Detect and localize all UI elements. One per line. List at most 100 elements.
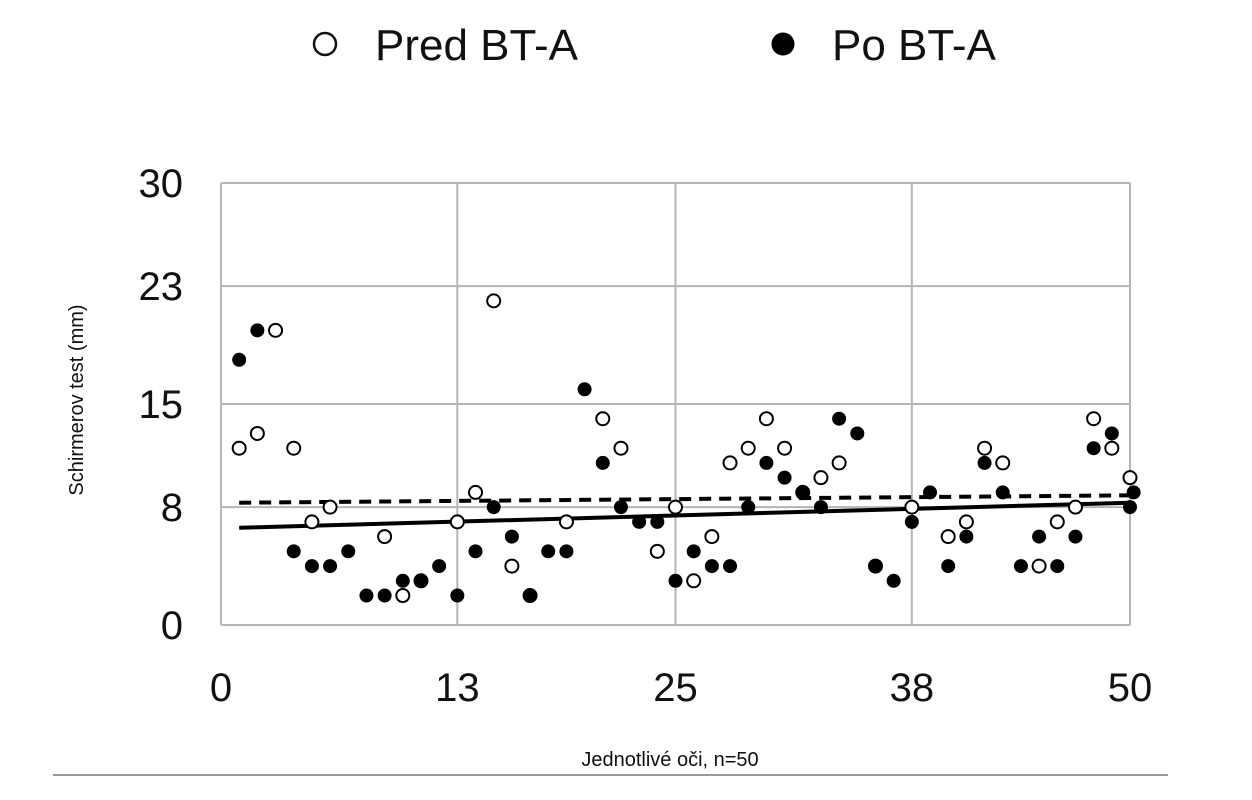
point-po: [486, 500, 501, 515]
x-axis-ticks: 0 13 25 38 50: [210, 666, 1152, 710]
grid: [220, 182, 1131, 626]
point-pred: [813, 470, 829, 486]
point-po: [359, 588, 374, 603]
point-po: [395, 573, 410, 588]
x-tick-label: 38: [890, 666, 935, 710]
data-points: [231, 293, 1141, 604]
point-po: [923, 485, 938, 500]
y-tick-label: 23: [139, 265, 184, 309]
trendline-po: [239, 500, 1131, 530]
point-pred: [595, 411, 611, 427]
point-po: [1086, 441, 1101, 456]
point-po: [1032, 529, 1047, 544]
x-axis-label: Jednotlivé oči, n=50: [581, 749, 758, 771]
point-pred: [395, 588, 411, 604]
point-po: [813, 500, 828, 515]
point-po: [523, 588, 538, 603]
point-po: [741, 500, 756, 515]
point-pred: [304, 514, 320, 530]
point-pred: [1086, 411, 1102, 427]
point-po: [468, 544, 483, 559]
point-po: [1068, 529, 1083, 544]
point-po: [559, 544, 574, 559]
point-pred: [1031, 558, 1047, 574]
point-po: [450, 588, 465, 603]
point-pred: [249, 425, 265, 441]
point-pred: [977, 440, 993, 456]
legend-label-pred: Pred BT-A: [375, 21, 579, 70]
trendline-pred: [239, 493, 1131, 505]
point-pred: [704, 529, 720, 545]
point-po: [959, 529, 974, 544]
point-po: [377, 588, 392, 603]
point-po: [1013, 559, 1028, 574]
point-pred: [322, 499, 338, 515]
trendlines: [239, 493, 1131, 530]
point-po: [868, 559, 883, 574]
point-pred: [940, 529, 956, 545]
point-pred: [758, 411, 774, 427]
point-po: [323, 559, 338, 574]
point-pred: [1067, 499, 1083, 515]
legend: Pred BT-A Po BT-A: [312, 21, 996, 70]
point-pred: [686, 573, 702, 589]
x-tick-label: 0: [210, 666, 232, 710]
point-pred: [613, 440, 629, 456]
point-po: [886, 573, 901, 588]
point-po: [686, 544, 701, 559]
legend-marker-filled: [771, 32, 795, 56]
x-tick-label: 13: [435, 666, 480, 710]
point-pred: [904, 499, 920, 515]
point-po: [1126, 485, 1141, 500]
point-po: [250, 323, 265, 338]
point-pred: [377, 529, 393, 545]
point-pred: [268, 322, 284, 338]
point-pred: [995, 455, 1011, 471]
point-pred: [468, 484, 484, 500]
x-tick-label: 50: [1108, 666, 1153, 710]
point-pred: [740, 440, 756, 456]
y-tick-label: 15: [139, 383, 184, 427]
point-pred: [649, 543, 665, 559]
point-po: [1104, 426, 1119, 441]
legend-marker-open: [312, 31, 338, 57]
point-pred: [286, 440, 302, 456]
point-po: [723, 559, 738, 574]
point-po: [668, 573, 683, 588]
y-tick-label: 8: [161, 486, 183, 530]
point-po: [504, 529, 519, 544]
point-po: [613, 500, 628, 515]
point-po: [286, 544, 301, 559]
point-pred: [777, 440, 793, 456]
legend-label-po: Po BT-A: [832, 21, 996, 70]
point-po: [1123, 500, 1137, 515]
point-po: [832, 411, 847, 426]
point-po: [232, 352, 247, 367]
point-po: [632, 514, 647, 529]
point-po: [304, 559, 319, 574]
y-axis-label: Schirmerov test (mm): [66, 304, 88, 495]
x-tick-label: 25: [653, 666, 698, 710]
point-po: [704, 559, 719, 574]
point-pred: [504, 558, 520, 574]
point-pred: [722, 455, 738, 471]
point-po: [904, 514, 919, 529]
point-pred: [1104, 440, 1120, 456]
point-po: [595, 455, 610, 470]
point-pred: [486, 293, 502, 309]
y-axis-ticks: 0 8 15 23 30: [139, 162, 184, 648]
point-po: [850, 426, 865, 441]
y-tick-label: 30: [139, 162, 184, 206]
point-po: [413, 573, 428, 588]
point-pred: [958, 514, 974, 530]
point-po: [650, 514, 665, 529]
point-po: [541, 544, 556, 559]
point-pred: [1049, 514, 1065, 530]
point-po: [795, 485, 810, 500]
point-po: [941, 559, 956, 574]
point-po: [1050, 559, 1065, 574]
y-tick-label: 0: [161, 604, 183, 648]
point-po: [777, 470, 792, 485]
